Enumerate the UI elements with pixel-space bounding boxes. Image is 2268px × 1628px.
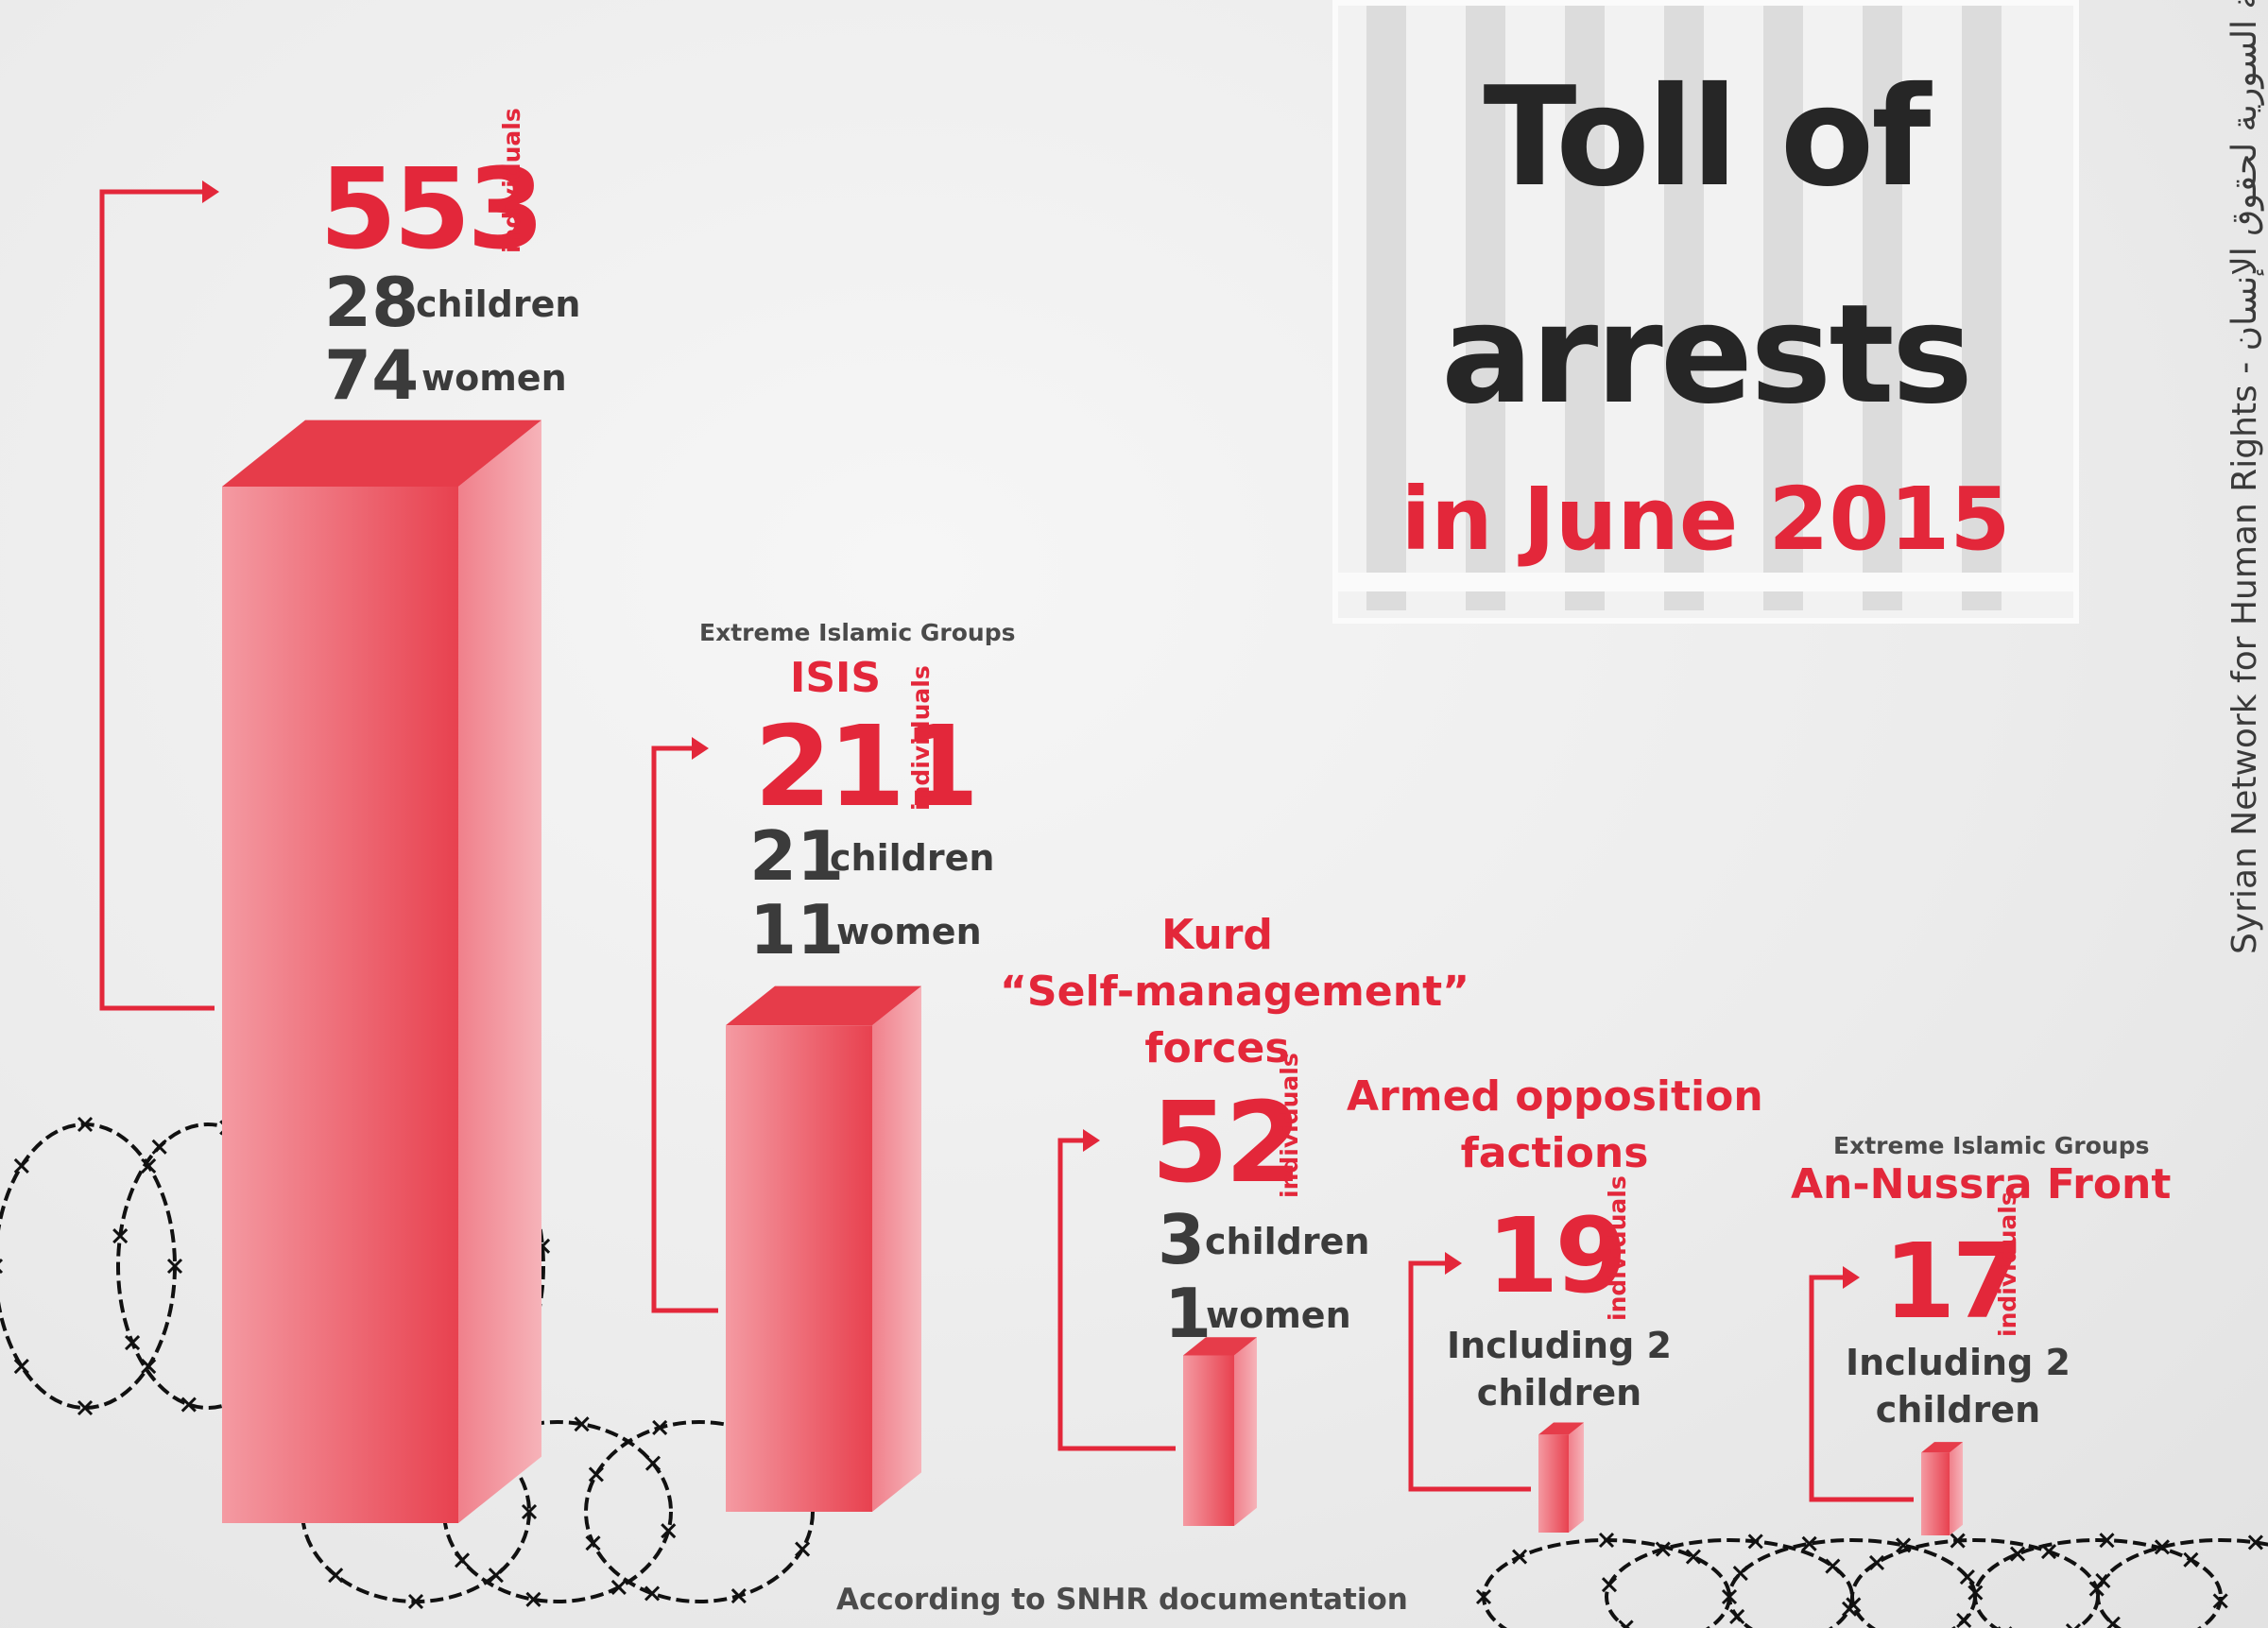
note-line-1: Including 2	[1846, 1342, 2070, 1383]
children-count: 3	[1158, 1200, 1206, 1279]
women-label: women	[1206, 1294, 1351, 1336]
group-name-kurd-2: “Self-management”	[1000, 968, 1470, 1016]
footer-note: According to SNHR documentation	[836, 1583, 1408, 1617]
bracket-arrow-icon	[1809, 1266, 1914, 1502]
unit-label: individuals	[1994, 1191, 2021, 1337]
bar-side	[1569, 1422, 1584, 1533]
bar-4	[1538, 1422, 1584, 1533]
value-label-52: 52	[1151, 1077, 1302, 1208]
bar-front	[1183, 1355, 1234, 1526]
women-label: women	[836, 911, 982, 952]
title-panel: Toll of arrests in June 2015	[1332, 0, 2079, 624]
value-label-553: 553	[319, 144, 544, 274]
note-line-2: children	[1875, 1389, 2041, 1431]
women-label: women	[421, 357, 567, 399]
bar-2	[726, 985, 921, 1512]
bar-5	[1921, 1442, 1963, 1535]
unit-label: individuals	[498, 108, 525, 253]
bar-top	[1921, 1442, 1963, 1453]
group-name-nussra: An-Nussra Front	[1791, 1160, 2172, 1208]
children-label: children	[830, 837, 995, 879]
unit-label: individuals	[907, 665, 935, 811]
group-subtitle: Extreme Islamic Groups	[699, 619, 1016, 646]
women-count: 74	[324, 335, 420, 415]
bar-front	[726, 1025, 872, 1512]
children-label: children	[1205, 1221, 1370, 1262]
value-label-19: 19	[1486, 1195, 1627, 1316]
bar-1	[222, 420, 541, 1524]
group-name-armed-1: Armed opposition	[1347, 1072, 1763, 1121]
group-name-armed-2: factions	[1460, 1129, 1649, 1177]
value-label-17: 17	[1883, 1221, 2024, 1342]
title-line-2: arrests	[1440, 275, 1973, 435]
unit-label: individuals	[1276, 1053, 1303, 1198]
children-count: 21	[749, 816, 845, 896]
bar-side	[458, 420, 541, 1524]
bar-front	[1921, 1452, 1950, 1535]
bar-side	[872, 985, 921, 1512]
bar-front	[222, 487, 458, 1523]
note-line-1: Including 2	[1447, 1325, 1672, 1366]
bar-3	[1183, 1337, 1257, 1526]
note-line-2: children	[1476, 1372, 1642, 1414]
women-count: 1	[1164, 1274, 1212, 1353]
value-label-211: 211	[754, 701, 979, 831]
title-line-3: in June 2015	[1400, 469, 2011, 570]
bracket-arrow-icon	[651, 737, 718, 1313]
bar-top	[1183, 1337, 1257, 1356]
group-name-kurd-1: Kurd	[1161, 911, 1273, 959]
unit-label: individuals	[1604, 1175, 1631, 1321]
women-count: 11	[749, 890, 845, 969]
bar-top	[1538, 1422, 1584, 1435]
bracket-arrow-icon	[1057, 1129, 1176, 1451]
bar-side	[1234, 1337, 1257, 1526]
bracket-arrow-icon	[1408, 1252, 1531, 1492]
group-name-kurd-3: forces	[1144, 1024, 1290, 1072]
bar-side	[1950, 1442, 1963, 1535]
children-label: children	[416, 283, 581, 325]
bar-top	[726, 985, 921, 1026]
bar-front	[1538, 1434, 1569, 1533]
group-name-isis: ISIS	[790, 654, 882, 702]
title-line-1: Toll of	[1483, 58, 1932, 217]
group-subtitle: Extreme Islamic Groups	[1833, 1132, 2150, 1159]
bracket-arrow-icon	[99, 180, 219, 1011]
bar-top	[222, 420, 541, 487]
children-count: 28	[324, 263, 420, 342]
